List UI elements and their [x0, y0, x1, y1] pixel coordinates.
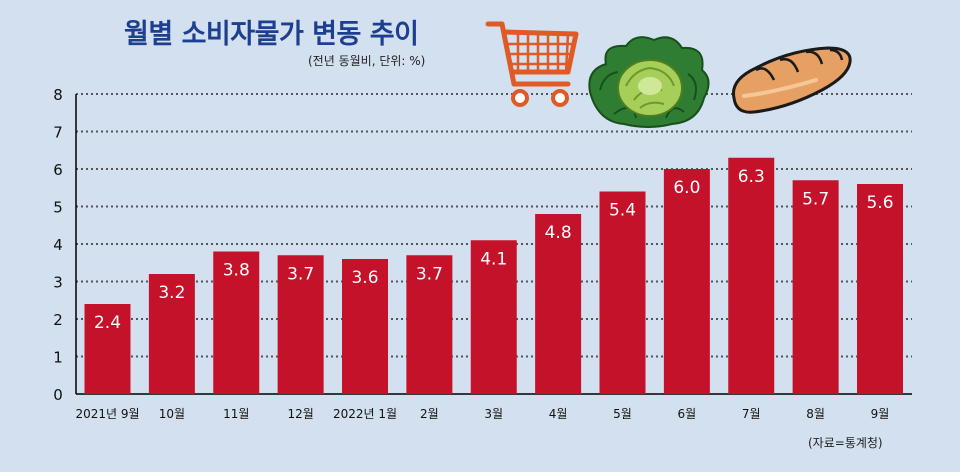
bar-value-label: 3.7 [416, 264, 443, 284]
bar-value-label: 6.0 [673, 178, 700, 198]
x-tick-label: 2월 [420, 407, 439, 421]
shopping-cart-icon [485, 21, 579, 107]
y-tick-label: 7 [53, 124, 63, 142]
y-tick-label: 2 [53, 311, 63, 329]
bar-value-label: 6.3 [738, 167, 765, 187]
x-tick-label: 5월 [613, 407, 632, 421]
bar-value-label: 3.2 [158, 283, 185, 303]
bread-icon [731, 46, 852, 114]
bar [599, 191, 646, 394]
bar-value-label: 5.6 [866, 193, 893, 213]
bar-value-label: 5.7 [802, 189, 829, 209]
bar [470, 240, 517, 394]
bar-value-label: 3.6 [351, 268, 378, 288]
bar [535, 214, 582, 394]
chart-title: 월별 소비자물가 변동 추이 [124, 19, 419, 50]
y-tick-label: 8 [53, 86, 63, 104]
bar-value-label: 5.4 [609, 201, 636, 221]
bar [277, 255, 324, 394]
y-tick-label: 6 [53, 161, 63, 179]
bar-value-label: 3.7 [287, 264, 314, 284]
x-tick-label: 4월 [549, 407, 568, 421]
bar-value-label: 4.1 [480, 249, 507, 269]
x-tick-label: 2022년 1월 [333, 407, 397, 421]
bar [857, 184, 903, 394]
bar-value-label: 4.8 [545, 223, 572, 243]
y-tick-label: 3 [53, 274, 63, 292]
bar [148, 274, 195, 394]
y-tick-label: 4 [53, 236, 63, 254]
bar-value-label: 2.4 [94, 313, 121, 333]
bar-value-label: 3.8 [223, 261, 250, 281]
x-tick-label: 2021년 9월 [75, 407, 139, 421]
bar [792, 180, 839, 394]
bar [84, 304, 131, 394]
y-tick-label: 1 [53, 349, 63, 367]
y-tick-label: 5 [53, 199, 63, 217]
x-tick-label: 3월 [484, 407, 503, 421]
x-tick-label: 12월 [287, 407, 313, 421]
bar [728, 157, 775, 394]
bar [342, 259, 388, 394]
cabbage-icon [588, 36, 710, 128]
x-tick-label: 9월 [871, 407, 890, 421]
bar [213, 251, 260, 394]
x-tick-label: 7월 [742, 407, 761, 421]
y-tick-label: 0 [53, 386, 63, 404]
bar [406, 255, 453, 394]
chart-subtitle: (전년 동월비, 단위: %) [308, 54, 426, 68]
bar [663, 169, 710, 394]
x-tick-label: 8월 [806, 407, 825, 421]
x-tick-label: 11월 [223, 407, 249, 421]
x-tick-label: 10월 [159, 407, 185, 421]
x-tick-label: 6월 [678, 407, 697, 421]
data-source-note: (자료=통계청) [808, 436, 883, 450]
